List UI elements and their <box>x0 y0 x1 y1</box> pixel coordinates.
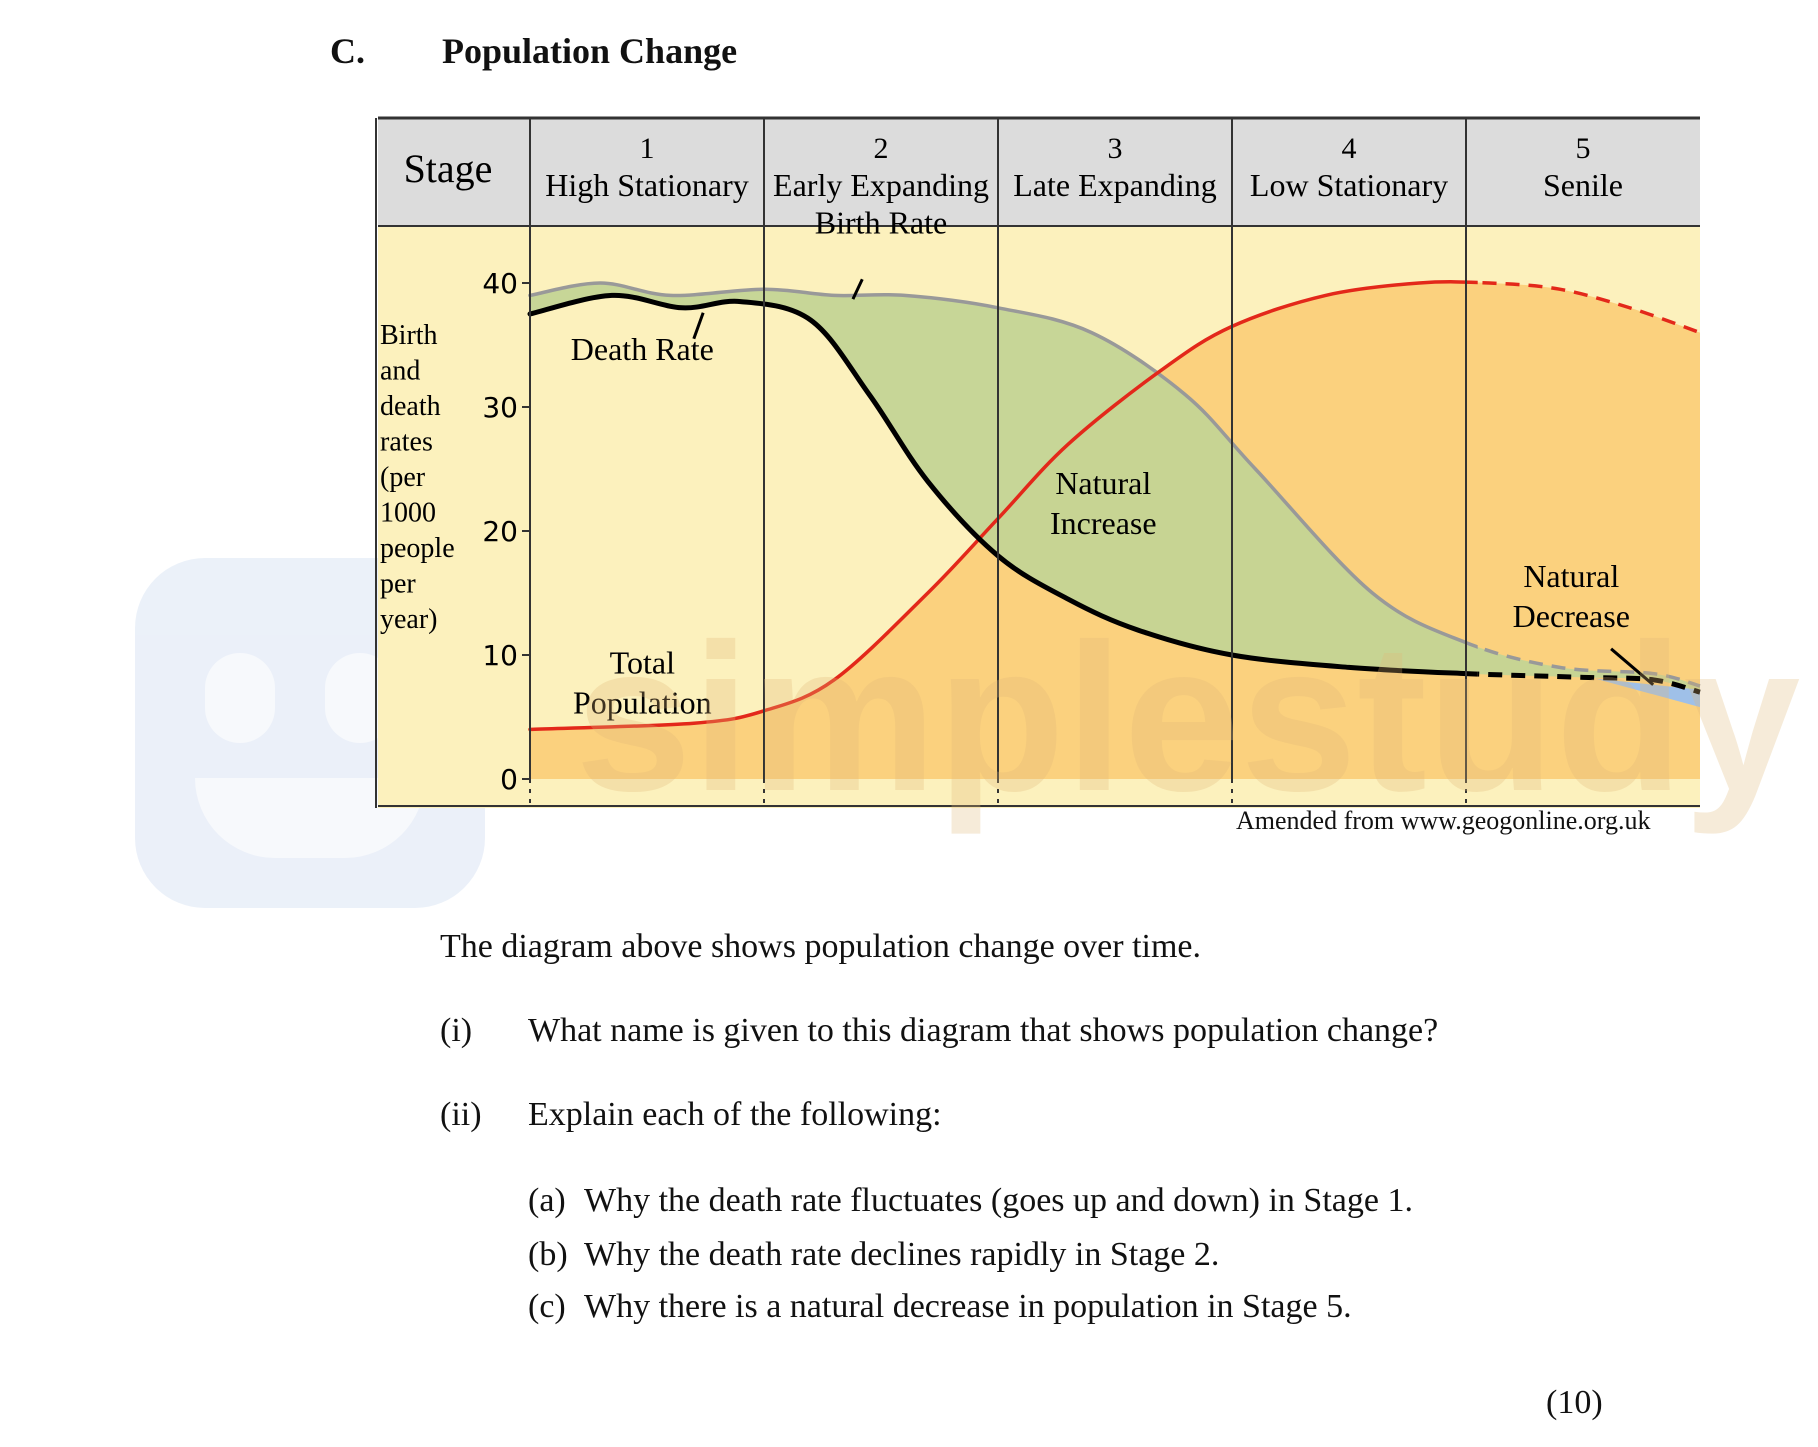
stage-header-background <box>378 118 1700 226</box>
death-rate-leader <box>692 312 705 340</box>
annotation-label: Increase <box>1050 505 1157 541</box>
y-axis-label-line: year) <box>380 604 438 635</box>
chart-areas <box>530 281 1700 779</box>
stage-number: 4 <box>1342 132 1357 165</box>
natural-increase-area <box>530 283 1700 693</box>
subquestion-a: (a) Why the death rate fluctuates (goes u… <box>528 1182 1413 1220</box>
stage-name: Low Stationary <box>1250 167 1448 203</box>
y-axis-label-line: rates <box>380 427 433 458</box>
section-heading: C. Population Change <box>330 30 737 72</box>
annotation-label: Natural <box>1055 465 1151 501</box>
question-number: (ii) <box>440 1096 482 1133</box>
total-population-line-dashed <box>1477 280 1701 335</box>
y-tick-label: 40 <box>482 267 518 300</box>
annotation-label: Natural <box>1523 558 1619 594</box>
subquestion-c: (c) Why there is a natural decrease in po… <box>528 1288 1352 1326</box>
y-axis: 0 10 20 30 40 Birth and death rates (per 1000 peopl… <box>380 267 530 796</box>
subquestion-text: Why there is a natural decrease in popul… <box>584 1288 1352 1325</box>
annotation-label: Death Rate <box>571 331 714 367</box>
annotation-label: Population <box>573 685 712 721</box>
y-axis-label-line: per <box>380 569 416 600</box>
total-population-line-solid <box>528 280 1478 732</box>
subquestion-letter: (c) <box>528 1288 566 1325</box>
question-text: Explain each of the following: <box>528 1096 942 1133</box>
section-letter: C. <box>330 31 365 71</box>
y-axis-label-line: (per <box>380 462 426 493</box>
y-tick-label: 0 <box>500 763 518 796</box>
question-number: (i) <box>440 1012 473 1049</box>
question-i: (i) What name is given to this diagram th… <box>440 1012 1438 1050</box>
subquestion-b: (b) Why the death rate declines rapidly i… <box>528 1236 1219 1274</box>
y-tick-label: 30 <box>482 391 518 424</box>
subquestion-letter: (b) <box>528 1236 568 1273</box>
chart-lines <box>527 280 1701 732</box>
stage-name: Senile <box>1543 167 1623 203</box>
subquestion-text: Why the death rate fluctuates (goes up a… <box>584 1182 1413 1219</box>
annotation-label: Decrease <box>1513 598 1630 634</box>
birth-rate-line-solid <box>528 281 1478 649</box>
death-rate-line-solid <box>527 292 1478 677</box>
y-axis-label-line: people <box>380 533 455 564</box>
birth-rate-leader <box>851 278 864 300</box>
annotation-label: Birth Rate <box>815 204 947 240</box>
intro-text: The diagram above shows population chang… <box>440 928 1201 965</box>
stage-name: High Stationary <box>545 167 749 203</box>
y-axis-label-line: Birth <box>380 320 438 351</box>
y-axis-label-line: 1000 <box>380 498 436 529</box>
marks: (10) <box>1546 1384 1603 1421</box>
y-axis-label-line: and <box>380 356 420 387</box>
subquestion-letter: (a) <box>528 1182 566 1219</box>
y-tick-label: 20 <box>482 515 518 548</box>
stage-header-label: Stage <box>404 146 493 191</box>
stage-number: 3 <box>1108 132 1123 165</box>
stage-name: Early Expanding <box>773 167 989 203</box>
chart-annotations: Birth Rate Death Rate Natural Increase Total… <box>571 204 1655 721</box>
source-attribution: Amended from www.geogonline.org.uk <box>1236 806 1651 835</box>
question-text: What name is given to this diagram that … <box>528 1012 1439 1049</box>
birth-rate-line-dashed <box>1477 645 1701 688</box>
stage-name: Late Expanding <box>1013 167 1216 203</box>
y-axis-label-line: death <box>380 391 441 422</box>
stage-number: 1 <box>640 132 655 165</box>
stage-number: 2 <box>874 132 889 165</box>
annotation-label: Total <box>610 645 675 681</box>
stage-dividers <box>375 118 1700 808</box>
watermark-eye-left <box>205 653 275 743</box>
watermark-text: simplestudy <box>575 600 1800 835</box>
section-title: Population Change <box>442 31 738 71</box>
y-tick-label: 10 <box>482 639 518 672</box>
stage-number: 5 <box>1576 132 1591 165</box>
subquestion-text: Why the death rate declines rapidly in S… <box>584 1236 1220 1273</box>
natural-decrease-area <box>1594 678 1700 708</box>
question-ii: (ii) Explain each of the following: <box>440 1096 942 1134</box>
natural-decrease-leader <box>1610 647 1655 686</box>
